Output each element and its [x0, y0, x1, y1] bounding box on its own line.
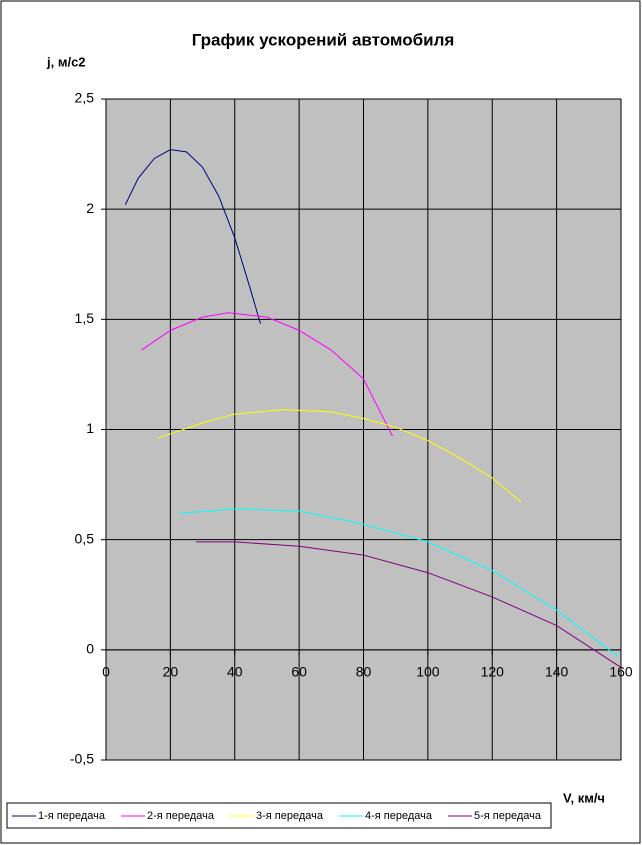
- line-series: [196, 541, 622, 668]
- x-tick-label: 40: [227, 664, 243, 680]
- legend-label: 5-я передача: [474, 810, 542, 822]
- line-series: [124, 149, 261, 324]
- x-tick-label: 20: [163, 664, 179, 680]
- legend-label: 1-я передача: [38, 810, 106, 822]
- x-tick-label: 120: [481, 664, 505, 680]
- legend-label: 3-я передача: [256, 810, 324, 822]
- chart-title: График ускорений автомобиля: [192, 30, 455, 49]
- line-series: [157, 409, 522, 503]
- x-axis-label: V, км/ч: [563, 790, 605, 805]
- y-tick-label: 0,5: [75, 530, 95, 546]
- y-tick-label: 1: [86, 420, 94, 436]
- y-axis-label: j, м/с2: [46, 54, 86, 69]
- x-tick-label: 160: [609, 664, 633, 680]
- legend-label: 4-я передача: [365, 810, 433, 822]
- y-tick-label: -0,5: [70, 751, 94, 767]
- x-tick-label: 60: [291, 664, 307, 680]
- legend-label: 2-я передача: [147, 810, 215, 822]
- x-tick-label: 140: [545, 664, 569, 680]
- line-series: [141, 312, 393, 437]
- y-tick-label: 0: [86, 641, 94, 657]
- y-tick-label: 2: [86, 200, 94, 216]
- y-tick-label: 2,5: [75, 90, 95, 106]
- y-tick-label: 1,5: [75, 310, 95, 326]
- x-tick-label: 100: [416, 664, 440, 680]
- x-tick-label: 80: [356, 664, 372, 680]
- line-series: [179, 508, 619, 657]
